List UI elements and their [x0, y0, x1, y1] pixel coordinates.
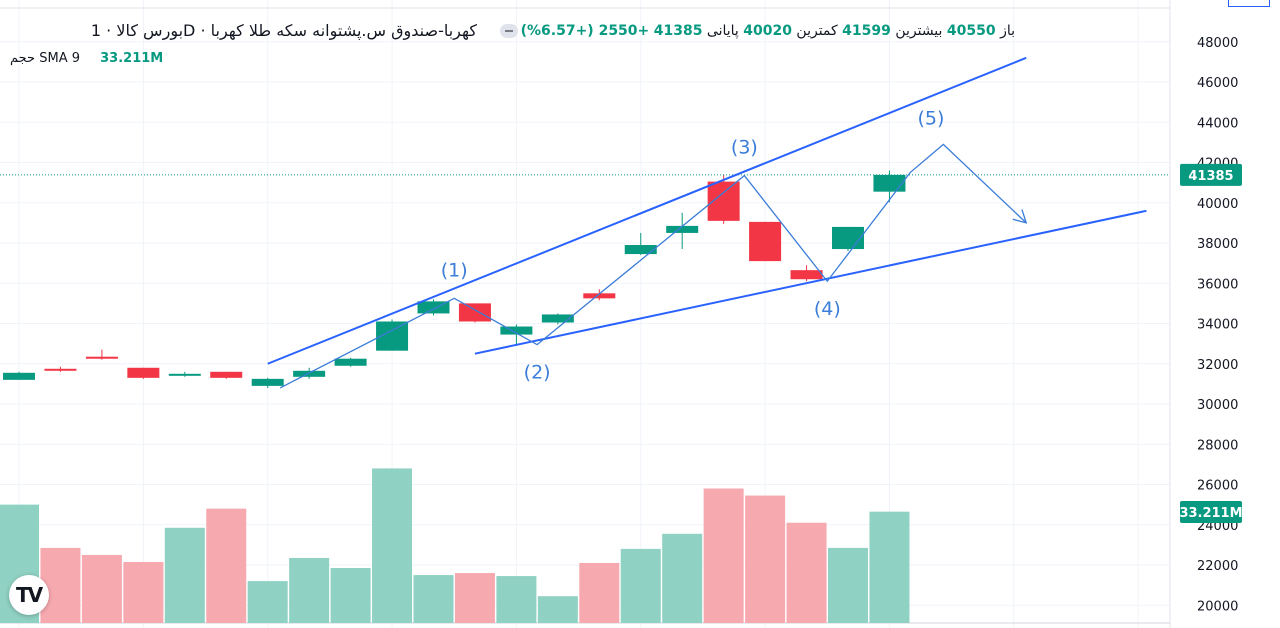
wave-label: (3) [731, 137, 758, 159]
volume-bar [40, 547, 81, 623]
toolbar-corner [1228, 0, 1270, 7]
volume-bar [247, 581, 288, 623]
candle-body [873, 174, 906, 192]
wave-label: (4) [814, 298, 841, 320]
elliott-wave-path [279, 143, 1027, 389]
wave-label: (1) [441, 259, 468, 281]
y-axis-tick-label: 30000 [1197, 398, 1238, 413]
volume-bar [413, 575, 454, 623]
open-label: باز [1000, 23, 1015, 39]
volume-bar [206, 508, 247, 623]
volume-bar [703, 488, 744, 623]
lower-trendline [474, 209, 1147, 355]
y-axis-tick-label: 48000 [1197, 36, 1238, 51]
volume-bar [454, 573, 495, 623]
candle-body [44, 368, 77, 371]
volume-bar [579, 562, 620, 623]
candle-body [251, 378, 284, 386]
volume-bar [496, 576, 537, 623]
y-axis-tick-label: 22000 [1197, 559, 1238, 574]
low-value: 40020 [743, 23, 792, 39]
candle-body [210, 371, 243, 378]
volume-bar [372, 468, 413, 623]
y-axis-tick-label: 46000 [1197, 76, 1238, 91]
logo-mark: TV [16, 583, 43, 607]
last-price-tag-bg [1180, 163, 1242, 186]
y-axis-tick-label: 36000 [1197, 277, 1238, 292]
upper-trendline [267, 56, 1027, 365]
change-value: +2550 (+6.57%) [520, 23, 650, 39]
candle-body [624, 245, 657, 255]
volume-legend[interactable]: حجم SMA 9 33.211M [10, 51, 163, 66]
candle-body [583, 293, 616, 299]
volume-bar [662, 533, 703, 623]
tradingview-logo-icon[interactable]: TV [9, 575, 49, 615]
volume-bar [289, 557, 330, 623]
volume-bar [164, 527, 205, 623]
y-axis-tick-label: 26000 [1197, 479, 1238, 494]
close-value: 41385 [653, 23, 703, 39]
candle-body [790, 270, 823, 280]
y-axis-tick-label: 28000 [1197, 438, 1238, 453]
high-value: 41599 [842, 23, 891, 39]
candle-body [168, 373, 201, 376]
volume-bar [123, 561, 164, 623]
y-axis-tick-label: 44000 [1197, 116, 1238, 131]
y-axis-tick-label: 38000 [1197, 237, 1238, 252]
volume-legend-label: حجم SMA 9 [10, 51, 80, 66]
wave-arrow-head [1012, 209, 1028, 224]
high-label: بیشترین [895, 23, 943, 39]
volume-bar [620, 548, 661, 623]
wave-label: (2) [524, 362, 551, 384]
low-label: کمترین [796, 23, 838, 39]
candle-body [458, 303, 491, 322]
candle-body [3, 372, 35, 380]
last-price-tag: 41385 [1188, 169, 1233, 184]
candle-body [666, 225, 699, 233]
wave-label: (5) [917, 107, 944, 129]
volume-bar [786, 522, 827, 623]
volume-bar [537, 596, 578, 623]
candle-body [85, 356, 118, 359]
symbol-title[interactable]: بورس کالا · 1D · کهربا-صندوق س.پشتوانه س… [90, 21, 477, 40]
candle-body [541, 314, 574, 323]
y-axis-tick-label: 40000 [1197, 197, 1238, 212]
volume-bar [745, 495, 786, 623]
volume-bar [828, 547, 868, 623]
candle-body [832, 226, 864, 250]
volume-legend-value: 33.211M [100, 51, 164, 66]
volume-bar [81, 554, 122, 623]
candle-body [293, 370, 326, 377]
y-axis-tick-label: 32000 [1197, 358, 1238, 373]
close-label: پایانی [706, 23, 739, 39]
volume-value-tag: 33.211M [1179, 506, 1242, 521]
y-axis-tick-label: 34000 [1197, 318, 1238, 333]
volume-value-tag-bg [1180, 501, 1242, 523]
more-options-icon[interactable] [500, 24, 518, 38]
open-value: 40550 [946, 23, 996, 39]
ohlc-legend: باز 40550 بیشترین 41599 کمترین 40020 پای… [521, 23, 1015, 39]
volume-bar [869, 511, 910, 623]
candle-body [334, 358, 367, 366]
candle-body [749, 221, 782, 262]
y-axis-tick-label: 20000 [1197, 599, 1238, 614]
volume-bar [330, 568, 371, 623]
candle-body [500, 326, 533, 335]
candle-body [127, 367, 160, 378]
